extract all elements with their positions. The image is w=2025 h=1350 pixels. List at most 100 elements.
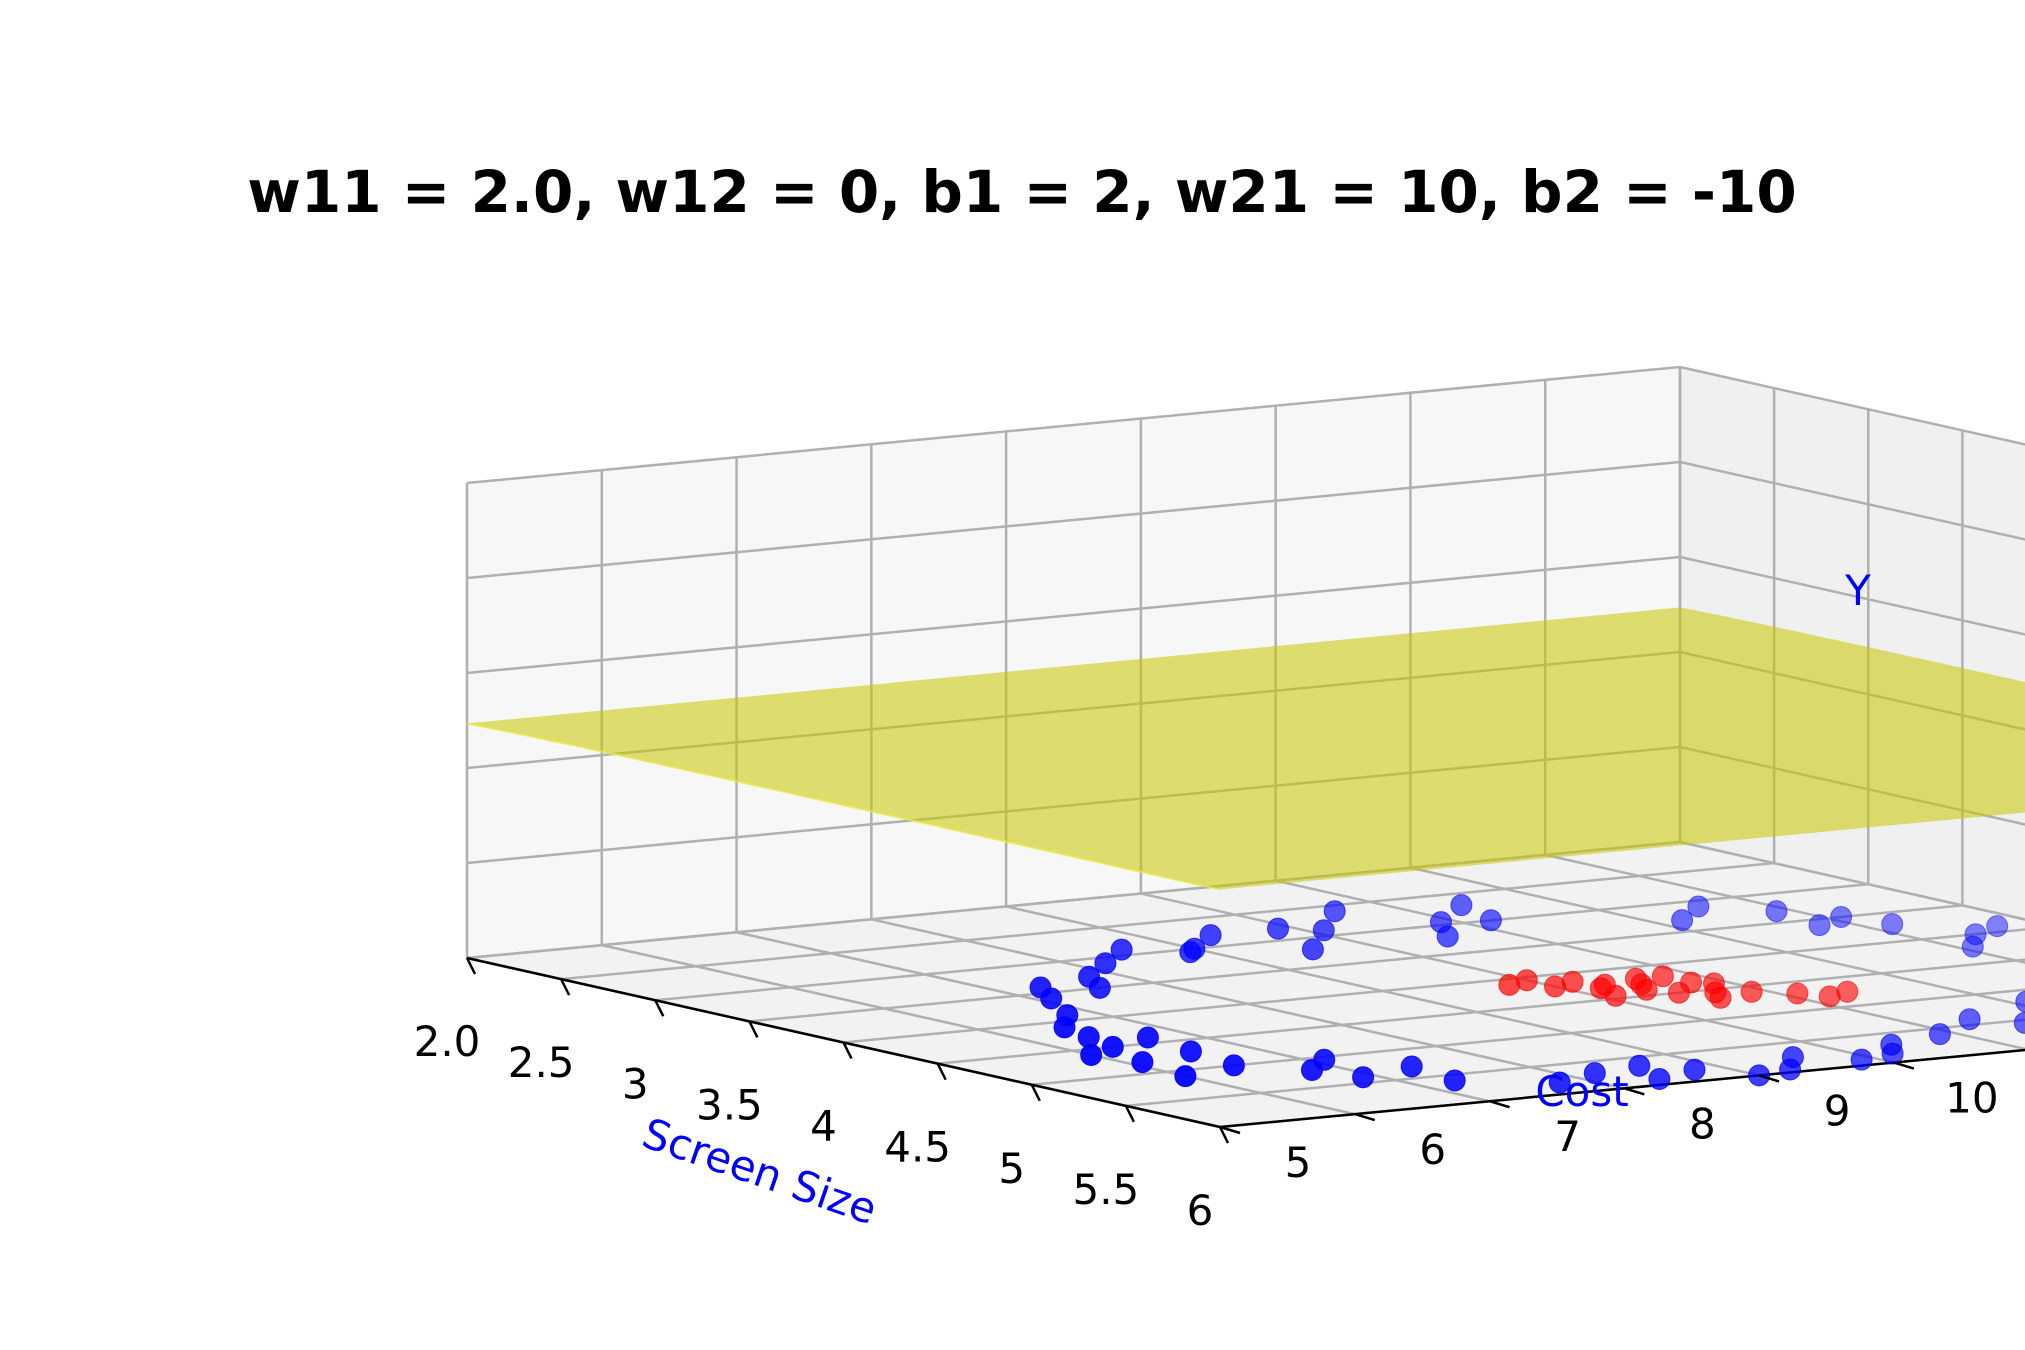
grid-line-x-floor <box>655 883 1869 1002</box>
z-axis-label: Y <box>1844 566 1871 615</box>
grid-line-z-back <box>1679 460 2025 541</box>
grid-line-z-left <box>466 555 1681 675</box>
scatter-point-blue <box>1583 1062 1606 1085</box>
y-tick-label: 8 <box>1689 1099 1716 1148</box>
grid-line-y-floor <box>1410 866 2025 1007</box>
grid-line-x-floor <box>1125 1018 2025 1108</box>
y-tick-label: 6 <box>1419 1125 1446 1174</box>
x-tick-mark <box>1124 1105 1135 1123</box>
scatter-point-red <box>1740 980 1763 1003</box>
scatter-point-blue <box>1765 900 1788 923</box>
x-tick-label: 2.5 <box>508 1038 575 1087</box>
scatter-point-blue <box>1850 1048 1873 1071</box>
scatter-point-blue <box>1301 938 1324 961</box>
scatter-point-blue <box>1053 1016 1076 1039</box>
grid-line-y-floor <box>1544 853 2025 964</box>
scatter-point-blue <box>1779 1058 1802 1081</box>
scatter-point-blue <box>1179 1040 1202 1063</box>
scatter-point-red <box>1498 973 1521 996</box>
scatter-point-blue <box>1436 925 1459 948</box>
grid-line-y-floor <box>1005 905 1760 1077</box>
scatter-point-blue <box>1301 1059 1323 1081</box>
scatter-points-front <box>1029 894 2025 1094</box>
y-axis-line <box>1219 1048 2025 1129</box>
scatter-point-red <box>1667 981 1690 1004</box>
scatter-point-blue <box>1352 1066 1375 1089</box>
decision-surface <box>466 607 2025 891</box>
scatter-point-blue <box>1628 1054 1651 1077</box>
scatter-point-blue <box>1648 1068 1671 1090</box>
scatter-point-blue <box>1136 1026 1159 1049</box>
scatter-point-blue <box>1748 1064 1771 1087</box>
scatter-point-blue <box>1808 914 1831 937</box>
axis-ticks: 2.02.533.544.555.565678910111213140.00.2… <box>414 957 1999 1235</box>
grid-line-z-back <box>1679 555 2025 636</box>
x-tick-label: 2.0 <box>414 1017 481 1066</box>
scatter-point-blue <box>1174 1065 1197 1088</box>
y-tick-mark <box>1758 1074 1780 1083</box>
scatter-point-blue <box>1199 924 1222 947</box>
y-tick-mark <box>1489 1100 1510 1109</box>
grid-line-y-floor <box>871 918 1625 1090</box>
scatter-point-blue <box>1088 976 1111 999</box>
scatter-point-blue <box>1267 917 1289 940</box>
y-tick-label: 5 <box>1285 1138 1312 1187</box>
scatter-point-blue <box>1450 894 1473 917</box>
y-axis-label: Cost <box>1535 1067 1628 1116</box>
scatter-point-red <box>1651 965 1674 988</box>
x-tick-label: 4.5 <box>884 1123 951 1172</box>
chart-title: w11 = 2.0, w12 = 0, b1 = 2, w21 = 10, b2… <box>247 158 1796 226</box>
grid-line-z-back <box>1679 365 2025 446</box>
scatter-point-blue <box>1222 1054 1245 1077</box>
scatter-point-red <box>1604 984 1627 1007</box>
x-tick-label: 3 <box>622 1059 649 1108</box>
surface-mesh <box>467 607 2025 890</box>
y-tick-mark <box>1354 1112 1376 1122</box>
grid-line-x-floor <box>561 861 1775 981</box>
grid-line-x-floor <box>843 928 2025 1044</box>
scatter-point-red <box>1709 986 1732 1009</box>
scatter-point-blue <box>1479 909 1502 932</box>
scatter-point-blue <box>1080 1044 1103 1066</box>
y-tick-label: 7 <box>1554 1112 1581 1161</box>
scatter-point-blue <box>1443 1069 1466 1092</box>
scatter-point-blue <box>1094 952 1117 975</box>
scatter-point-blue <box>1881 913 1904 936</box>
scatter-point-blue <box>1958 1008 1981 1031</box>
scatter-point-blue <box>1110 938 1133 961</box>
scatter-point-blue <box>1928 1023 1951 1046</box>
scatter-point-blue <box>1040 987 1063 1010</box>
x-tick-label: 5.5 <box>1072 1165 1139 1214</box>
grid-line-z-back <box>1679 840 2025 921</box>
scatter-point-blue <box>1179 941 1202 964</box>
scatter-point-blue <box>1323 900 1346 923</box>
scatter-point-blue <box>1312 919 1335 942</box>
x-tick-label: 6 <box>1187 1186 1214 1235</box>
y-tick-mark <box>1893 1061 1915 1070</box>
scatter-point-blue <box>1683 1058 1706 1081</box>
scatter-point-red <box>1786 982 1809 1005</box>
x-tick-mark <box>465 957 477 975</box>
x-tick-mark <box>654 999 665 1017</box>
scatter-point-red <box>1544 975 1566 998</box>
x-tick-label: 5 <box>998 1144 1025 1193</box>
scatter-point-blue <box>1101 1035 1124 1058</box>
x-tick-mark <box>748 1020 759 1038</box>
x-tick-mark <box>936 1063 947 1081</box>
grid-line-x-floor <box>749 904 1963 1023</box>
scatter-point-blue <box>1986 915 2009 938</box>
grid-line-z-left <box>466 365 1681 485</box>
x-tick-mark <box>842 1041 853 1060</box>
y-tick-label: 9 <box>1824 1086 1851 1135</box>
grid-line-y-floor <box>1275 879 2025 1051</box>
y-tick-mark <box>1623 1087 1645 1096</box>
scatter-point-blue <box>1671 909 1694 932</box>
grid-line-y-floor <box>601 943 1356 1116</box>
scatter-point-blue <box>1881 1042 1904 1065</box>
x-tick-label: 3.5 <box>696 1080 763 1129</box>
scatter-point-blue <box>1961 935 1984 958</box>
scatter-point-blue <box>1548 1071 1571 1094</box>
y-tick-mark <box>1219 1125 1241 1135</box>
scatter-point-blue <box>2015 990 2025 1013</box>
